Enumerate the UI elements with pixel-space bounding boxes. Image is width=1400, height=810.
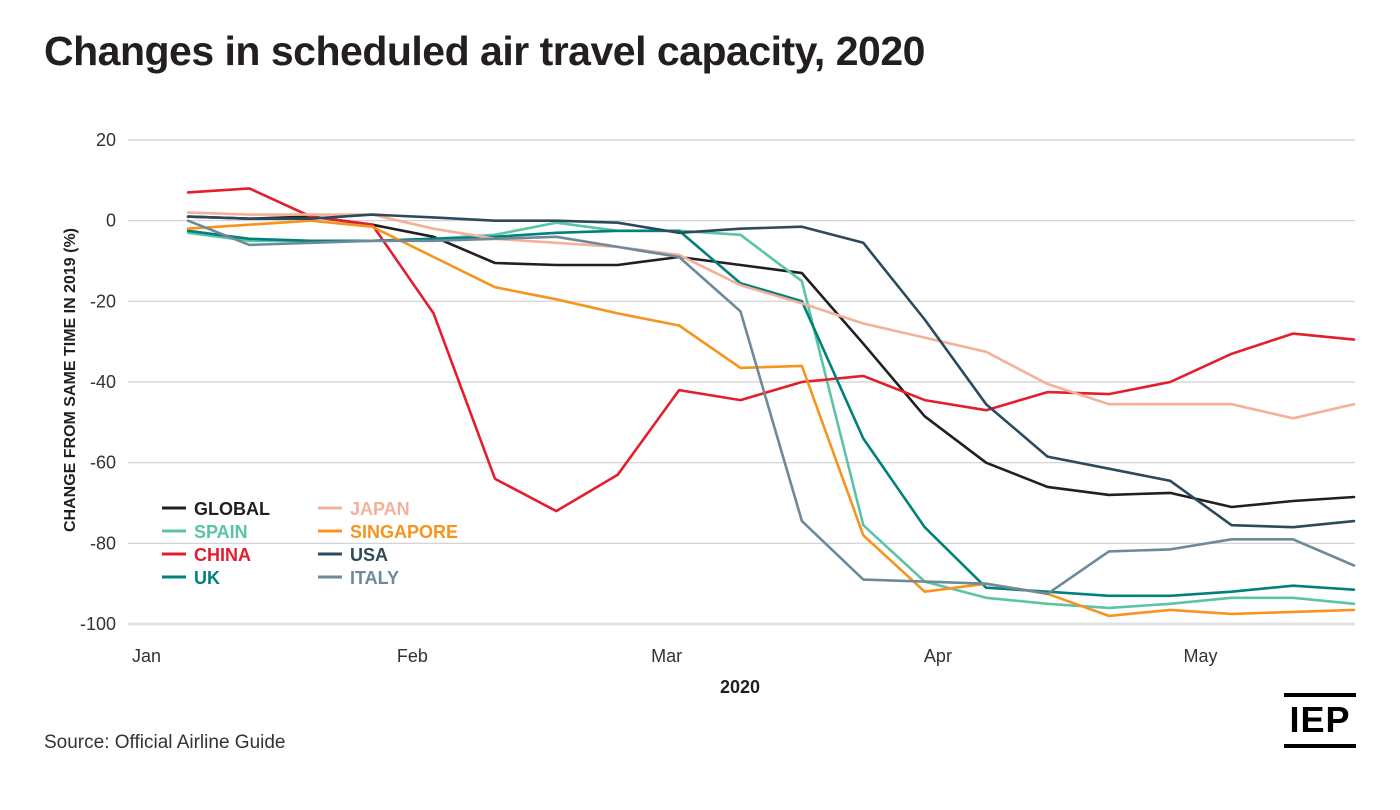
y-tick-label: 0: [106, 211, 116, 231]
legend-label: JAPAN: [350, 499, 410, 519]
x-tick-label: May: [1184, 646, 1218, 666]
series-line-singapore: [186, 219, 1356, 618]
y-tick-label: -80: [90, 533, 116, 553]
y-tick-label: -100: [80, 614, 116, 634]
legend-label: UK: [194, 568, 220, 588]
x-tick-label: Feb: [397, 646, 428, 666]
legend: GLOBAL SPAIN CHINA UK JAPAN SINGAPORE USA ITALY: [162, 499, 458, 588]
series-line-global: [186, 215, 1356, 509]
y-tick-label: -20: [90, 291, 116, 311]
legend-label: SPAIN: [194, 522, 248, 542]
logo-bottom-bar: [1284, 744, 1356, 748]
source-note: Source: Official Airline Guide: [44, 732, 286, 753]
y-tick-label: -60: [90, 453, 116, 473]
logo-top-bar: [1284, 693, 1356, 697]
x-tick-label: Apr: [924, 646, 952, 666]
legend-item-spain: SPAIN: [162, 522, 248, 542]
x-axis-title: 2020: [720, 677, 760, 697]
iep-logo: IEP: [1284, 693, 1356, 748]
legend-item-global: GLOBAL: [162, 499, 270, 519]
y-axis-title: CHANGE FROM SAME TIME IN 2019 (%): [62, 228, 79, 532]
legend-item-singapore: SINGAPORE: [318, 522, 458, 542]
logo-text: IEP: [1289, 699, 1351, 740]
legend-item-italy: ITALY: [318, 568, 399, 588]
series-line-usa: [186, 213, 1356, 529]
x-axis-ticks: Jan Feb Mar Apr May: [132, 646, 1218, 666]
y-tick-label: -40: [90, 372, 116, 392]
legend-label: CHINA: [194, 545, 251, 565]
legend-label: ITALY: [350, 568, 399, 588]
series-lines: [186, 187, 1356, 618]
chart-title: Changes in scheduled air travel capacity…: [44, 28, 925, 74]
legend-item-usa: USA: [318, 545, 388, 565]
series-line-japan: [186, 211, 1356, 420]
y-axis-ticks: 20 0 -20 -40 -60 -80 -100: [80, 130, 116, 634]
legend-item-china: CHINA: [162, 545, 251, 565]
legend-item-uk: UK: [162, 568, 220, 588]
y-tick-label: 20: [96, 130, 116, 150]
legend-label: GLOBAL: [194, 499, 270, 519]
legend-item-japan: JAPAN: [318, 499, 410, 519]
x-tick-label: Mar: [651, 646, 682, 666]
series-line-italy: [186, 219, 1356, 596]
legend-label: USA: [350, 545, 388, 565]
legend-label: SINGAPORE: [350, 522, 458, 542]
x-tick-label: Jan: [132, 646, 161, 666]
